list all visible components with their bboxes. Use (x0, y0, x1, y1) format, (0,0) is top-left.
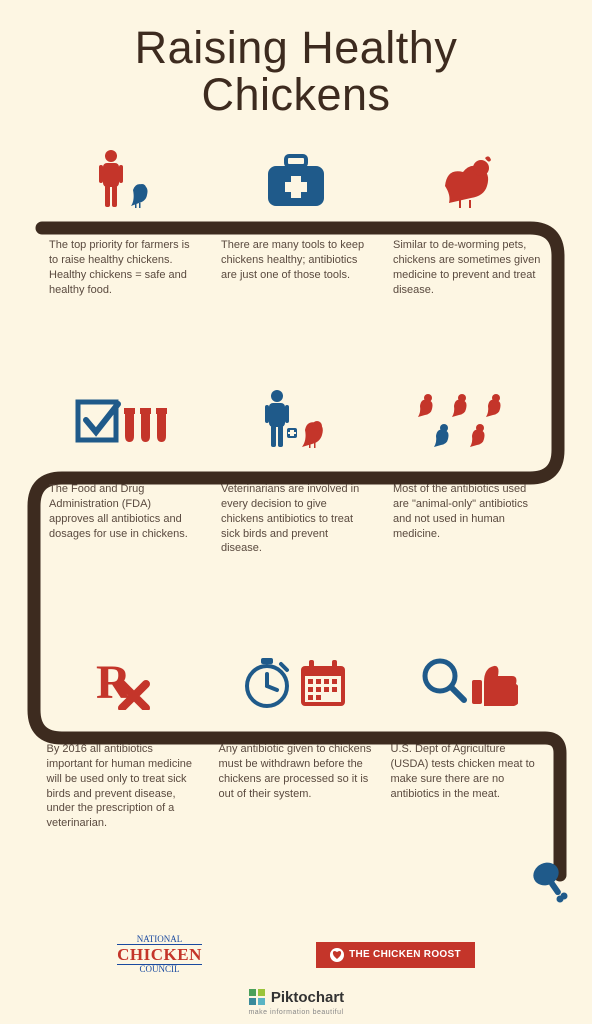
footer: NATIONAL CHICKEN COUNCIL THE CHICKEN ROO… (0, 935, 592, 1024)
row-1: The top priority for farmers is to raise… (0, 148, 592, 297)
chicken-walk-icon (433, 148, 503, 210)
flock-icon (408, 388, 528, 450)
cell-timing: Any antibiotic given to chickens must be… (216, 648, 376, 831)
caption: Most of the antibiotics used are "animal… (393, 482, 543, 541)
cell-fda: The Food and Drug Administration (FDA) a… (44, 388, 204, 556)
vet-chicken-icon (251, 388, 341, 450)
caption: Similar to de-worming pets, chickens are… (393, 238, 543, 297)
rx-icon: R (94, 648, 154, 710)
cell-usda: U.S. Dept of Agriculture (USDA) tests ch… (388, 648, 548, 831)
caption: By 2016 all antibiotics important for hu… (47, 742, 202, 831)
medkit-icon (264, 148, 328, 210)
magnify-thumb-icon (418, 648, 518, 710)
cell-rx: R By 2016 all antibiotics important for … (44, 648, 204, 831)
caption: Any antibiotic given to chickens must be… (219, 742, 374, 801)
piktochart-logo: Piktochart make information beautiful (0, 988, 592, 1024)
cell-vet: Veterinarians are involved in every deci… (216, 388, 376, 556)
caption: Veterinarians are involved in every deci… (221, 482, 371, 556)
cell-medkit: There are many tools to keep chickens he… (216, 148, 376, 297)
caption: There are many tools to keep chickens he… (221, 238, 371, 283)
page-title: Raising HealthyChickens (0, 0, 592, 119)
check-tubes-icon (74, 388, 174, 450)
ncc-logo: NATIONAL CHICKEN COUNCIL (117, 935, 202, 974)
farmer-chicken-icon (89, 148, 159, 210)
row-2: The Food and Drug Administration (FDA) a… (0, 388, 592, 556)
row-3: R By 2016 all antibiotics important for … (0, 648, 592, 831)
clock-calendar-icon (241, 648, 351, 710)
roost-logo: THE CHICKEN ROOST (316, 942, 475, 968)
caption: The top priority for farmers is to raise… (49, 238, 199, 297)
caption: The Food and Drug Administration (FDA) a… (49, 482, 199, 541)
caption: U.S. Dept of Agriculture (USDA) tests ch… (391, 742, 546, 801)
cell-farmer: The top priority for farmers is to raise… (44, 148, 204, 297)
cell-flock: Most of the antibiotics used are "animal… (388, 388, 548, 556)
drumstick-icon (530, 860, 574, 904)
cell-chicken: Similar to de-worming pets, chickens are… (388, 148, 548, 297)
